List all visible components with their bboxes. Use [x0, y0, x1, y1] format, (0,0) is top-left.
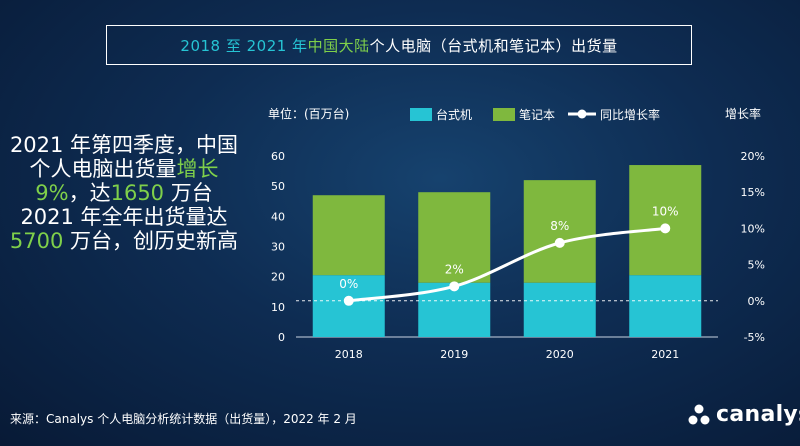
source-note: 来源：Canalys 个人电脑分析统计数据（出货量），2022 年 2 月: [10, 412, 357, 426]
chart-title: 2018 至 2021 年 中国大陆 个人电脑（台式机和笔记本）出货量: [106, 25, 692, 65]
growth-line-layer: 0% 2% 8% 10%: [296, 204, 718, 306]
growth-point: [343, 295, 354, 306]
headline-highlight-growth: 增长 9%: [35, 157, 219, 205]
y-right-tick-label: 15%: [741, 186, 765, 199]
headline-part: ，达: [68, 181, 111, 205]
y-axis-left-label: 单位：(百万台): [268, 106, 349, 121]
legend-label-notebook: 笔记本: [519, 107, 555, 122]
bar-desktop-2018: [312, 275, 385, 337]
growth-data-label: 2%: [445, 262, 464, 276]
bar-notebook-2018: [312, 195, 385, 276]
title-region: 中国大陆: [307, 36, 370, 55]
headline-highlight-year: 5700: [9, 229, 64, 253]
growth-point: [449, 281, 460, 292]
headline-text: 2021 年第四季度，中国个人电脑出货量增长 9%，达1650 万台 2021 …: [4, 133, 244, 253]
bars-layer: [312, 165, 702, 337]
headline-part: 万台，创历史新高: [63, 229, 239, 253]
y-left-tick-label: 50: [271, 180, 285, 193]
tick-labels-layer: 2018 2019 2020 2021 0 10 20 30 40 50 60 -5% 0% 5% 10% 1…: [271, 150, 765, 361]
headline-part: 万台: [164, 181, 213, 205]
bar-notebook-2020: [523, 180, 596, 283]
y-right-tick-label: 5%: [748, 259, 765, 272]
canalys-logo: canalys: [688, 402, 800, 427]
headline-part: 2021 年全年出货量达: [20, 205, 228, 229]
y-left-tick-label: 40: [271, 210, 285, 223]
growth-point: [554, 237, 565, 248]
legend-marker-growth: [577, 109, 587, 119]
y-left-tick-label: 10: [271, 301, 285, 314]
y-right-tick-label: 20%: [741, 150, 765, 163]
y-left-tick-label: 20: [271, 271, 285, 284]
canalys-logo-icon: [688, 404, 710, 424]
y-left-tick-label: 30: [271, 241, 285, 254]
x-tick-label: 2021: [651, 348, 679, 361]
bar-desktop-2020: [523, 282, 596, 337]
title-rest: 个人电脑（台式机和笔记本）出货量: [369, 36, 618, 55]
y-right-tick-label: 10%: [741, 222, 765, 235]
title-years: 2018 至 2021 年: [180, 36, 308, 55]
legend-label-desktop: 台式机: [436, 107, 472, 122]
legend-swatch-notebook: [493, 108, 515, 121]
bar-notebook-2021: [629, 165, 702, 276]
growth-data-label: 0%: [339, 277, 358, 291]
legend-swatch-desktop: [410, 108, 432, 121]
growth-data-label: 8%: [550, 219, 569, 233]
growth-rate-line: [348, 226, 666, 303]
y-right-tick-label: -5%: [744, 331, 765, 344]
x-tick-label: 2018: [335, 348, 363, 361]
y-axis-right-label: 增长率: [725, 106, 761, 121]
headline-highlight-q4: 1650: [110, 181, 165, 205]
legend-label-growth: 同比增长率: [600, 107, 660, 122]
x-tick-label: 2019: [440, 348, 468, 361]
growth-point: [660, 223, 671, 234]
growth-data-label: 10%: [652, 204, 679, 218]
bar-notebook-2019: [418, 192, 491, 283]
bar-desktop-2021: [629, 275, 702, 337]
y-left-tick-label: 0: [278, 331, 285, 344]
headline-part: 2021 年第四季度，中国个人电脑出货量: [9, 133, 239, 181]
x-tick-label: 2020: [546, 348, 574, 361]
logo-text: canalys: [716, 402, 800, 427]
y-left-tick-label: 60: [271, 150, 285, 163]
y-right-tick-label: 0%: [748, 295, 765, 308]
